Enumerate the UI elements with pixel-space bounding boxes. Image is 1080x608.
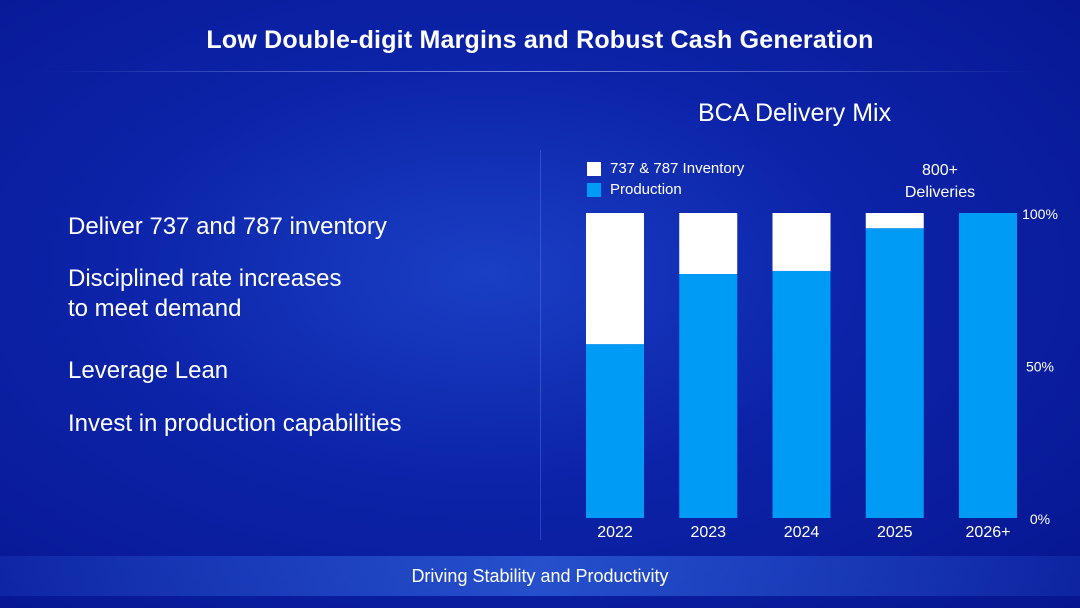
bar-inventory-2024: [772, 213, 831, 271]
legend-label: 737 & 787 Inventory: [610, 160, 745, 177]
legend-swatch: [587, 161, 601, 176]
footer-banner: Driving Stability and Productivity: [0, 556, 1080, 596]
bar-inventory-2022: [586, 213, 644, 345]
legend-item-production: Production: [587, 179, 744, 200]
x-tick-label: 2022: [597, 524, 633, 541]
bar-production-2025: [865, 228, 924, 518]
x-tick-label: 2026+: [966, 524, 1011, 541]
slide-title: Low Double-digit Margins and Robust Cash…: [206, 26, 874, 54]
bar-production-2026+: [959, 213, 1017, 518]
chart-title: BCA Delivery Mix: [698, 99, 892, 127]
footer-text: Driving Stability and Productivity: [411, 566, 669, 586]
y-tick-label: 0%: [1030, 511, 1050, 527]
bullet-item: Leverage Lean: [68, 357, 229, 384]
bullet-item: Deliver 737 and 787 inventory: [68, 213, 387, 240]
title-divider: [40, 71, 1040, 72]
bar-inventory-2025: [865, 213, 924, 229]
x-tick-label: 2023: [690, 524, 726, 541]
legend-label: Production: [610, 181, 682, 198]
chart-annotation: 800+ Deliveries: [904, 162, 976, 201]
legend-swatch: [587, 182, 601, 197]
bar-production-2022: [586, 344, 644, 518]
chart-legend: 737 & 787 Inventory Production: [587, 158, 744, 200]
bar-production-2024: [772, 270, 831, 518]
y-tick-label: 50%: [1026, 359, 1054, 375]
y-tick-label: 100%: [1022, 206, 1058, 222]
legend-item-inventory: 737 & 787 Inventory: [587, 158, 744, 179]
divider: [540, 150, 541, 540]
bar-production-2023: [679, 274, 738, 518]
x-tick-label: 2024: [784, 524, 820, 541]
bar-inventory-2023: [679, 213, 738, 274]
x-tick-label: 2025: [877, 524, 913, 541]
bullet-item: Disciplined rate increases to meet deman…: [68, 265, 342, 322]
bullet-item: Invest in production capabilities: [68, 410, 402, 437]
